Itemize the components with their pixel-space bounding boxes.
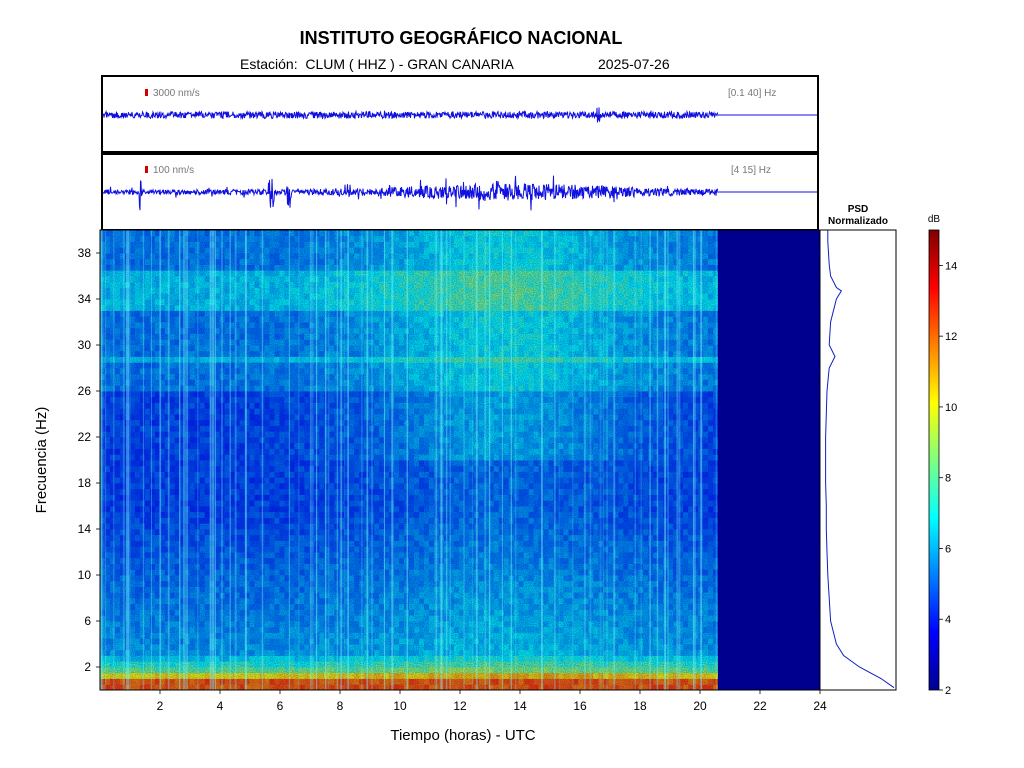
amplitude-scale-label: 3000 nm/s [153,88,200,99]
scale-marker [145,166,148,173]
scale-marker [145,89,148,96]
waveform-panel-broadband: 3000 nm/s [0.1 40] Hz [101,75,819,153]
chart-title: INSTITUTO GEOGRÁFICO NACIONAL [299,28,623,48]
frequency-band-label: [4 15] Hz [731,165,771,176]
amplitude-scale-label: 100 nm/s [153,165,194,176]
station-label: Estación: CLUM ( HHZ ) - GRAN CANARIA [240,56,514,72]
frequency-band-label: [0.1 40] Hz [728,88,776,99]
date-label: 2025-07-26 [598,56,670,72]
spectrogram-panel: 2 4 6 8 10 12 14 16 18 20 22 24 261014182226303438 … [33,229,827,744]
waveform-trace [102,175,719,211]
waveform-panel-filtered: 100 nm/s [4 15] Hz [101,153,819,231]
waveform-trace [102,107,719,123]
